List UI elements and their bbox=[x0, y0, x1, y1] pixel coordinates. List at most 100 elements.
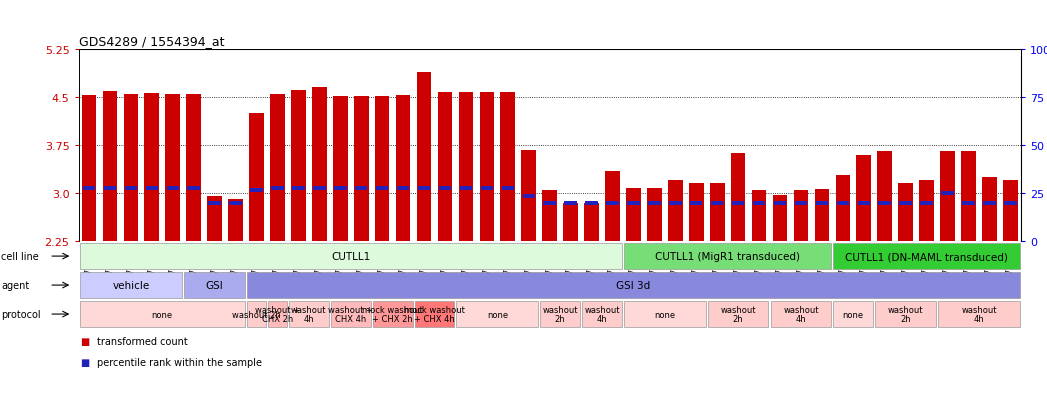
Bar bbox=[983, 202, 996, 206]
Bar bbox=[647, 188, 662, 242]
Bar bbox=[585, 202, 598, 206]
Bar bbox=[898, 184, 913, 242]
Bar bbox=[375, 96, 389, 242]
Bar bbox=[312, 88, 327, 242]
Bar bbox=[270, 95, 285, 242]
Bar bbox=[334, 187, 347, 190]
Bar bbox=[481, 187, 493, 190]
Bar bbox=[271, 187, 284, 190]
Bar bbox=[774, 202, 786, 206]
Text: agent: agent bbox=[1, 280, 29, 290]
Bar bbox=[104, 187, 116, 190]
Bar bbox=[752, 190, 766, 242]
Bar bbox=[249, 114, 264, 242]
Bar bbox=[500, 93, 515, 242]
Text: washout +
CHX 4h: washout + CHX 4h bbox=[329, 305, 373, 324]
Bar bbox=[418, 187, 430, 190]
Bar bbox=[460, 187, 472, 190]
Bar bbox=[941, 192, 954, 195]
Text: none: none bbox=[843, 310, 864, 319]
Bar bbox=[165, 95, 180, 242]
Bar bbox=[794, 190, 808, 242]
Bar bbox=[1003, 181, 1018, 242]
Text: vehicle: vehicle bbox=[112, 280, 150, 290]
Text: washout
2h: washout 2h bbox=[888, 305, 923, 324]
Bar bbox=[187, 187, 200, 190]
Bar bbox=[836, 176, 850, 242]
Bar bbox=[250, 188, 263, 192]
Bar bbox=[627, 202, 640, 206]
Text: washout
4h: washout 4h bbox=[961, 305, 997, 324]
Bar bbox=[480, 93, 494, 242]
Bar bbox=[857, 202, 870, 206]
Bar bbox=[354, 96, 369, 242]
Bar bbox=[313, 187, 326, 190]
Text: GSI 3d: GSI 3d bbox=[617, 280, 650, 290]
Text: washout +
CHX 2h: washout + CHX 2h bbox=[255, 305, 299, 324]
Bar bbox=[877, 152, 892, 242]
Bar bbox=[228, 199, 243, 242]
Bar bbox=[711, 202, 723, 206]
Text: washout
2h: washout 2h bbox=[542, 305, 578, 324]
Bar bbox=[186, 95, 201, 242]
Bar bbox=[1004, 202, 1017, 206]
Bar bbox=[291, 91, 306, 242]
Bar bbox=[543, 202, 556, 206]
Text: transformed count: transformed count bbox=[97, 336, 188, 346]
Bar bbox=[396, 96, 410, 242]
Bar bbox=[668, 181, 683, 242]
Text: ■: ■ bbox=[81, 336, 90, 346]
Bar bbox=[689, 184, 704, 242]
Text: washout
2h: washout 2h bbox=[720, 305, 756, 324]
Bar bbox=[397, 187, 409, 190]
Bar bbox=[584, 204, 599, 242]
Text: washout
4h: washout 4h bbox=[783, 305, 819, 324]
Text: CUTLL1 (MigR1 transduced): CUTLL1 (MigR1 transduced) bbox=[655, 252, 800, 261]
Text: GSI: GSI bbox=[206, 280, 223, 290]
Text: none: none bbox=[487, 310, 508, 319]
Bar bbox=[292, 187, 305, 190]
Text: CUTLL1 (DN-MAML transduced): CUTLL1 (DN-MAML transduced) bbox=[845, 252, 1008, 261]
Bar bbox=[982, 178, 997, 242]
Bar bbox=[459, 93, 473, 242]
Bar bbox=[648, 202, 661, 206]
Text: none: none bbox=[152, 310, 173, 319]
Bar bbox=[795, 202, 807, 206]
Bar bbox=[878, 202, 891, 206]
Bar bbox=[82, 96, 96, 242]
Text: washout
4h: washout 4h bbox=[291, 305, 327, 324]
Bar bbox=[564, 202, 577, 206]
Text: washout
4h: washout 4h bbox=[584, 305, 620, 324]
Bar bbox=[502, 187, 514, 190]
Bar bbox=[899, 202, 912, 206]
Bar bbox=[837, 202, 849, 206]
Bar bbox=[333, 96, 348, 242]
Text: GDS4289 / 1554394_at: GDS4289 / 1554394_at bbox=[79, 35, 224, 47]
Bar bbox=[856, 155, 871, 242]
Bar bbox=[753, 202, 765, 206]
Bar bbox=[816, 202, 828, 206]
Bar bbox=[961, 152, 976, 242]
Bar bbox=[439, 187, 451, 190]
Bar bbox=[103, 92, 117, 242]
Bar bbox=[417, 73, 431, 242]
Text: washout 2h: washout 2h bbox=[232, 310, 281, 319]
Bar bbox=[124, 95, 138, 242]
Bar bbox=[208, 201, 221, 205]
Bar bbox=[522, 195, 535, 199]
Bar bbox=[731, 154, 745, 242]
Bar bbox=[166, 187, 179, 190]
Bar bbox=[146, 187, 158, 190]
Bar bbox=[732, 202, 744, 206]
Text: none: none bbox=[654, 310, 675, 319]
Bar bbox=[144, 94, 159, 242]
Bar bbox=[710, 184, 725, 242]
Bar bbox=[940, 152, 955, 242]
Bar bbox=[815, 189, 829, 242]
Bar bbox=[690, 202, 703, 206]
Text: protocol: protocol bbox=[1, 309, 41, 319]
Bar bbox=[542, 190, 557, 242]
Bar bbox=[376, 187, 388, 190]
Bar bbox=[229, 201, 242, 205]
Bar bbox=[563, 204, 578, 242]
